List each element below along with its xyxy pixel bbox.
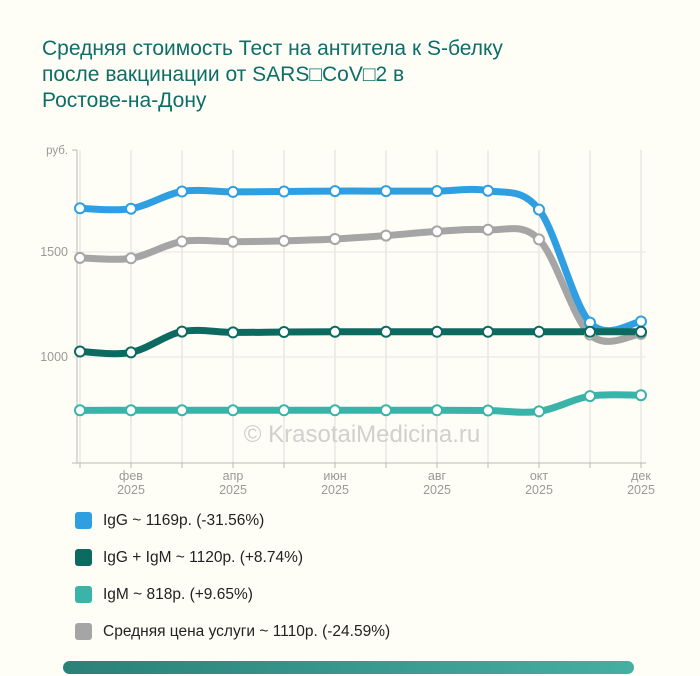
watermark: © KrasotaiMedicina.ru bbox=[244, 421, 480, 448]
legend-item-igm[interactable]: IgM ~ 818р. (+9.65%) bbox=[75, 586, 635, 603]
data-point-marker--[interactable] bbox=[125, 252, 137, 265]
data-point-marker-igg-igm[interactable] bbox=[329, 325, 341, 338]
data-point-marker--[interactable] bbox=[278, 234, 290, 247]
legend-swatch-igg-igm bbox=[75, 549, 92, 566]
y-axis-tick-label: 1000 bbox=[40, 350, 68, 364]
page-title: Средняя стоимость Тест на антитела к S-б… bbox=[42, 36, 662, 114]
data-point-marker-igg[interactable] bbox=[533, 203, 545, 216]
data-point-marker-igm[interactable] bbox=[380, 404, 392, 417]
data-point-marker-igg[interactable] bbox=[431, 185, 443, 198]
data-point-marker-igm[interactable] bbox=[176, 404, 188, 417]
legend-label-igg: IgG ~ 1169р. (-31.56%) bbox=[103, 511, 265, 529]
data-point-marker--[interactable] bbox=[227, 235, 239, 248]
page-title-line-3: Ростове-на-Дону bbox=[42, 89, 207, 112]
data-point-marker-igm[interactable] bbox=[482, 404, 494, 417]
data-point-marker--[interactable] bbox=[482, 223, 494, 236]
x-axis-year-label: 2025 bbox=[423, 483, 451, 497]
x-axis-year-label: 2025 bbox=[219, 483, 247, 497]
data-point-marker-igg[interactable] bbox=[329, 185, 341, 198]
legend-swatch-igg bbox=[75, 512, 92, 529]
data-point-marker-igm[interactable] bbox=[584, 390, 596, 403]
data-point-marker--[interactable] bbox=[431, 225, 443, 238]
x-axis-year-label: 2025 bbox=[321, 483, 349, 497]
price-dynamics-chart[interactable]: 15001000руб.фев2025апр2025июн2025авг2025… bbox=[0, 130, 700, 512]
x-axis-month-label: авг bbox=[428, 469, 447, 483]
legend-item-igg[interactable]: IgG ~ 1169р. (-31.56%) bbox=[75, 512, 635, 529]
data-point-marker-igg[interactable] bbox=[176, 185, 188, 198]
legend-item-igg-igm[interactable]: IgG + IgM ~ 1120р. (+8.74%) bbox=[75, 549, 635, 566]
x-axis-month-label: апр bbox=[223, 469, 244, 483]
data-point-marker-igg[interactable] bbox=[380, 185, 392, 198]
data-point-marker-igg-igm[interactable] bbox=[482, 325, 494, 338]
x-axis-month-label: июн bbox=[323, 469, 346, 483]
legend-swatch-igm bbox=[75, 586, 92, 603]
x-axis-month-label: дек bbox=[631, 469, 651, 483]
y-axis-unit-label: руб. bbox=[46, 145, 68, 157]
data-point-marker-igm[interactable] bbox=[533, 405, 545, 418]
series-line-igg-igm bbox=[76, 326, 645, 358]
data-point-marker-igg[interactable] bbox=[482, 184, 494, 197]
legend-label-average-price: Средняя цена услуги ~ 1110р. (-24.59%) bbox=[103, 622, 391, 640]
data-point-marker--[interactable] bbox=[74, 251, 86, 264]
data-point-marker-igm[interactable] bbox=[125, 404, 137, 417]
data-point-marker-igg-igm[interactable] bbox=[533, 325, 545, 338]
data-point-marker-igm[interactable] bbox=[278, 404, 290, 417]
data-point-marker-igm[interactable] bbox=[431, 404, 443, 417]
page-title-line-2: после вакцинации от SARS□CoV□2 в bbox=[42, 63, 405, 86]
data-point-marker-igm[interactable] bbox=[329, 404, 341, 417]
x-axis-year-label: 2025 bbox=[117, 483, 145, 497]
legend-swatch-average-price bbox=[75, 623, 92, 640]
data-point-marker--[interactable] bbox=[329, 233, 341, 245]
x-axis-month-label: фев bbox=[119, 469, 143, 483]
series-line-igm bbox=[76, 391, 645, 416]
data-point-marker-igg-igm[interactable] bbox=[635, 325, 647, 338]
data-point-marker-igg[interactable] bbox=[227, 185, 239, 198]
data-point-marker-igg-igm[interactable] bbox=[584, 325, 596, 338]
data-point-marker-igg-igm[interactable] bbox=[74, 345, 86, 358]
data-point-marker-igg-igm[interactable] bbox=[125, 346, 137, 359]
data-point-marker--[interactable] bbox=[533, 233, 545, 246]
data-point-marker-igg-igm[interactable] bbox=[380, 325, 392, 338]
data-point-marker--[interactable] bbox=[176, 235, 188, 248]
y-axis-tick-label: 1500 bbox=[40, 245, 68, 259]
data-point-marker-igg[interactable] bbox=[635, 315, 647, 328]
data-point-marker-igg[interactable] bbox=[278, 185, 290, 198]
data-point-marker-igg-igm[interactable] bbox=[431, 325, 443, 338]
data-point-marker-igm[interactable] bbox=[227, 404, 239, 417]
data-point-marker-igm[interactable] bbox=[74, 404, 86, 417]
data-point-marker--[interactable] bbox=[380, 229, 392, 242]
series-line-igg bbox=[76, 185, 645, 335]
data-point-marker-igg-igm[interactable] bbox=[278, 326, 290, 338]
x-axis-month-label: окт bbox=[530, 469, 549, 483]
legend-label-igg-igm: IgG + IgM ~ 1120р. (+8.74%) bbox=[103, 548, 304, 566]
data-point-marker-igg-igm[interactable] bbox=[176, 325, 188, 338]
page-title-line-1: Средняя стоимость Тест на антитела к S-б… bbox=[42, 37, 503, 60]
legend-item-average-price[interactable]: Средняя цена услуги ~ 1110р. (-24.59%) bbox=[75, 623, 635, 640]
data-point-marker-igm[interactable] bbox=[635, 389, 647, 402]
legend-label-igm: IgM ~ 818р. (+9.65%) bbox=[103, 585, 253, 603]
x-axis-year-label: 2025 bbox=[627, 483, 655, 497]
data-point-marker-igg[interactable] bbox=[125, 202, 137, 215]
footer-accent-bar bbox=[63, 661, 634, 674]
data-point-marker-igg-igm[interactable] bbox=[227, 326, 239, 339]
data-point-marker-igg[interactable] bbox=[74, 202, 86, 215]
chart-legend: IgG ~ 1169р. (-31.56%) IgG + IgM ~ 1120р… bbox=[75, 512, 635, 660]
x-axis-year-label: 2025 bbox=[525, 483, 553, 497]
